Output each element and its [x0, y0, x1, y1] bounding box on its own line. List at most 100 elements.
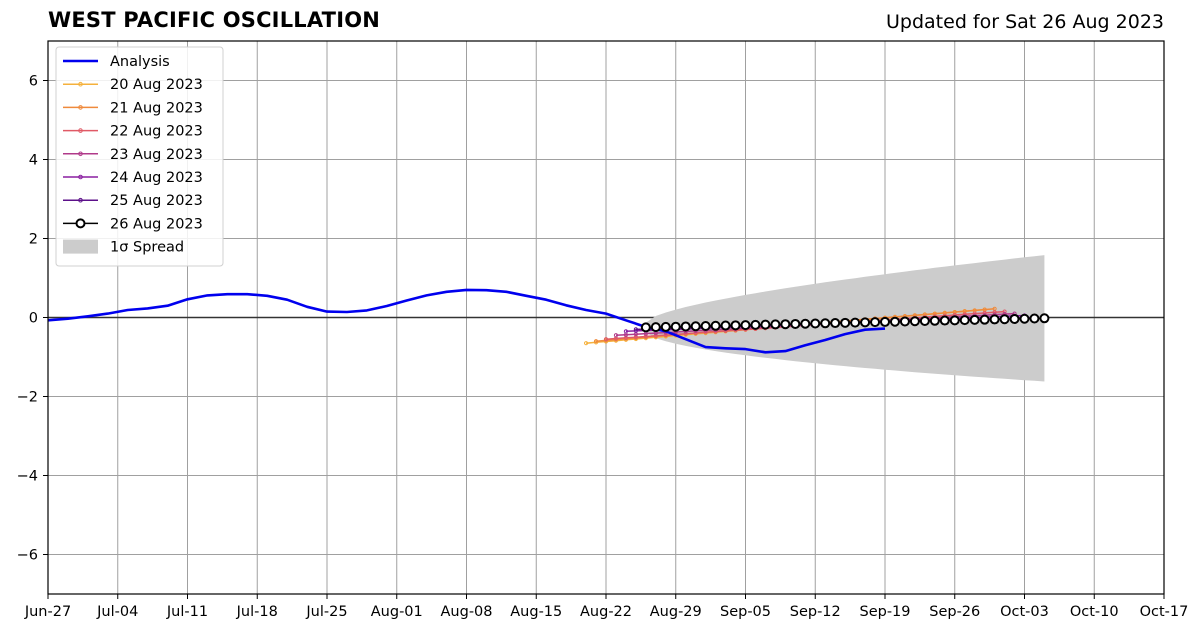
y-tick-label: 0	[29, 311, 38, 327]
legend-label: 26 Aug 2023	[110, 216, 203, 232]
x-tick-label: Jul-04	[96, 604, 138, 620]
latest-forecast-point	[730, 320, 741, 331]
x-tick-label: Sep-12	[790, 604, 841, 620]
latest-forecast-point	[999, 314, 1010, 325]
latest-forecast-point	[929, 315, 940, 326]
axes: Jun-27 Jul-04 Jul-11 Jul-18 Jul-25 Aug-01 Aug-…	[17, 40, 1189, 620]
latest-forecast-point	[640, 322, 651, 333]
latest-forecast-point	[670, 321, 681, 332]
latest-forecast-point	[969, 314, 980, 325]
latest-forecast-point	[899, 316, 910, 327]
latest-forecast-point	[820, 318, 831, 329]
latest-forecast-point	[1019, 313, 1030, 324]
latest-forecast-point	[660, 321, 671, 332]
forecast-point	[593, 339, 599, 344]
y-tick-label: 6	[29, 74, 38, 90]
x-tick-label: Oct-17	[1140, 604, 1189, 620]
x-tick-label: Aug-29	[650, 604, 702, 620]
x-tick-label: Sep-26	[929, 604, 980, 620]
x-tick-label: Oct-03	[1000, 604, 1049, 620]
legend-label: 21 Aug 2023	[110, 100, 203, 116]
latest-forecast-point	[939, 315, 950, 326]
latest-forecast-point	[770, 319, 781, 330]
latest-forecast-point	[959, 315, 970, 326]
analysis-line	[47, 288, 886, 354]
x-tick-label: Jul-25	[305, 604, 347, 620]
x-tick-label: Jul-11	[166, 604, 208, 620]
latest-forecast-point	[800, 318, 811, 329]
latest-forecast-point	[1039, 313, 1050, 324]
latest-forecast-point	[979, 314, 990, 325]
latest-forecast-point	[1009, 313, 1020, 324]
legend-swatch-marker	[75, 218, 86, 229]
forecast-point	[603, 337, 609, 342]
latest-forecast-point	[860, 317, 871, 328]
forecast-point	[633, 327, 638, 332]
latest-forecast-line	[640, 313, 1050, 333]
x-tick-label: Aug-08	[441, 604, 493, 620]
legend-swatch-marker	[78, 105, 83, 110]
x-tick-label: Aug-22	[580, 604, 632, 620]
x-tick-label: Jun-27	[24, 604, 71, 620]
legend: Analysis 20 Aug 2023 21 Aug 2023 22 Aug 202…	[55, 46, 224, 267]
legend-swatch-marker	[78, 81, 83, 87]
legend-label: 1σ Spread	[110, 240, 184, 256]
latest-forecast-point	[810, 318, 821, 329]
x-tick-label: Sep-05	[720, 604, 771, 620]
legend-label: 25 Aug 2023	[110, 193, 203, 209]
legend-swatch-marker	[78, 128, 83, 133]
legend-label: Analysis	[110, 54, 170, 70]
latest-forecast-point	[840, 317, 851, 328]
legend-swatch-marker	[78, 174, 83, 180]
latest-forecast-point	[720, 320, 731, 331]
analysis-series	[47, 288, 886, 354]
legend-swatch-marker	[78, 151, 83, 157]
legend-swatch-patch	[63, 239, 98, 254]
y-tick-label: −2	[17, 390, 38, 406]
latest-forecast-point	[1029, 313, 1040, 324]
x-tick-label: Jul-18	[236, 604, 278, 620]
latest-forecast-point	[880, 316, 890, 327]
latest-forecast-point	[989, 314, 1000, 325]
legend-label: 24 Aug 2023	[110, 170, 203, 186]
legend-box	[55, 46, 224, 267]
updated-date-label: Updated for Sat 26 Aug 2023	[886, 11, 1164, 33]
x-tick-label: Aug-01	[371, 604, 423, 620]
forecast-point	[663, 332, 668, 338]
latest-forecast-point	[740, 320, 751, 331]
forecast-point	[583, 341, 589, 346]
forecast-point	[623, 329, 629, 334]
latest-forecast-point	[760, 319, 771, 330]
legend-label: 22 Aug 2023	[110, 124, 203, 140]
forecast-point	[633, 328, 638, 334]
latest-forecast-point	[710, 320, 721, 331]
y-tick-label: −4	[17, 469, 38, 485]
latest-forecast-point	[650, 322, 661, 333]
x-tick-label: Aug-15	[510, 604, 562, 620]
forecast-point	[613, 333, 619, 338]
legend-swatch-marker	[78, 197, 83, 203]
x-tick-label: Sep-19	[859, 604, 910, 620]
y-tick-label: −6	[17, 548, 38, 564]
legend-label: 23 Aug 2023	[110, 147, 203, 163]
latest-forecast-point	[889, 316, 900, 327]
latest-forecast-point	[780, 319, 791, 330]
latest-forecast-point	[680, 321, 691, 332]
latest-forecast-point	[690, 321, 701, 332]
x-tick-label: Oct-10	[1070, 604, 1119, 620]
forecast-point	[653, 333, 658, 338]
latest-forecast-point	[919, 316, 930, 327]
y-tick-label: 2	[29, 232, 38, 248]
y-tick-label: 4	[29, 153, 38, 169]
latest-forecast-point	[700, 321, 711, 332]
latest-forecast-point	[750, 319, 761, 330]
chart-title: WEST PACIFIC OSCILLATION	[48, 8, 381, 32]
latest-forecast-point	[909, 316, 920, 327]
forecast-point	[1002, 309, 1007, 314]
legend-label: 20 Aug 2023	[110, 77, 203, 93]
latest-forecast-point	[790, 318, 801, 329]
latest-forecast-point	[949, 315, 960, 326]
latest-forecast-point	[850, 317, 861, 328]
latest-forecast-point	[830, 318, 841, 329]
